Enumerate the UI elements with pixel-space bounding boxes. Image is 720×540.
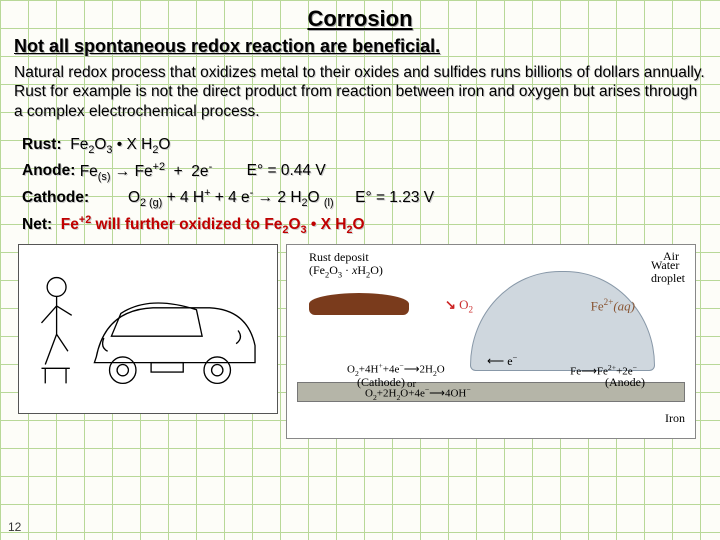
cartoon-figure: [18, 244, 278, 414]
net-line: Net: Fe+2 will further oxidized to Fe2O3…: [22, 212, 700, 239]
cathode-potential: E° = 1.23 V: [355, 189, 434, 206]
rust-formula: Fe2O3 • X H2O: [70, 136, 170, 153]
electron-label: ⟵ e−: [487, 353, 517, 369]
anode-label: Anode:: [22, 163, 75, 180]
cathode-line: Cathode: O2 (g) + 4 H+ + 4 e- → 2 H2O (l…: [22, 185, 700, 212]
diagram-eq-anode: Fe⟶Fe2++2e−: [570, 363, 637, 378]
fe2-label: Fe2+(aq): [591, 297, 635, 314]
figures-row: Air Rust deposit(Fe2O3 · xH2O) Waterdrop…: [0, 238, 720, 439]
page-title: Corrosion: [0, 0, 720, 32]
anode-eq: Fe(s) → Fe+2 + 2e-: [80, 163, 212, 180]
chemistry-block: Rust: Fe2O3 • X H2O Anode: Fe(s) → Fe+2 …: [0, 129, 720, 238]
net-eq: Fe+2 will further oxidized to Fe2O3 • X …: [61, 216, 365, 233]
page-number: 12: [8, 520, 21, 534]
subtitle: Not all spontaneous redox reaction are b…: [0, 32, 720, 63]
rust-deposit-label: Rust deposit(Fe2O3 · xH2O): [309, 251, 383, 280]
cathode-label: Cathode:: [22, 189, 89, 206]
iron-label: Iron: [665, 411, 685, 426]
car-cartoon-svg: [27, 253, 270, 404]
intro-paragraph: Natural redox process that oxidizes meta…: [0, 63, 720, 129]
net-label: Net:: [22, 216, 52, 233]
diagram-eq-cathode1: O2+4H++4e−⟶2H2O: [347, 361, 445, 378]
anode-potential: E° = 0.44 V: [247, 163, 326, 180]
rust-label: Rust:: [22, 136, 62, 153]
diagram-eq-cathode2: O2+2H2O+4e−⟶4OH−: [365, 385, 471, 402]
anode-line: Anode: Fe(s) → Fe+2 + 2e- E° = 0.44 V: [22, 158, 700, 185]
o2-label: ↘ O2: [445, 297, 473, 315]
rust-line: Rust: Fe2O3 • X H2O: [22, 133, 700, 158]
corrosion-diagram: Air Rust deposit(Fe2O3 · xH2O) Waterdrop…: [286, 244, 696, 439]
water-droplet-label: Waterdroplet: [651, 259, 685, 285]
cathode-eq: O2 (g) + 4 H+ + 4 e- → 2 H2O (l): [128, 189, 334, 206]
rust-deposit-shape: [309, 293, 409, 315]
